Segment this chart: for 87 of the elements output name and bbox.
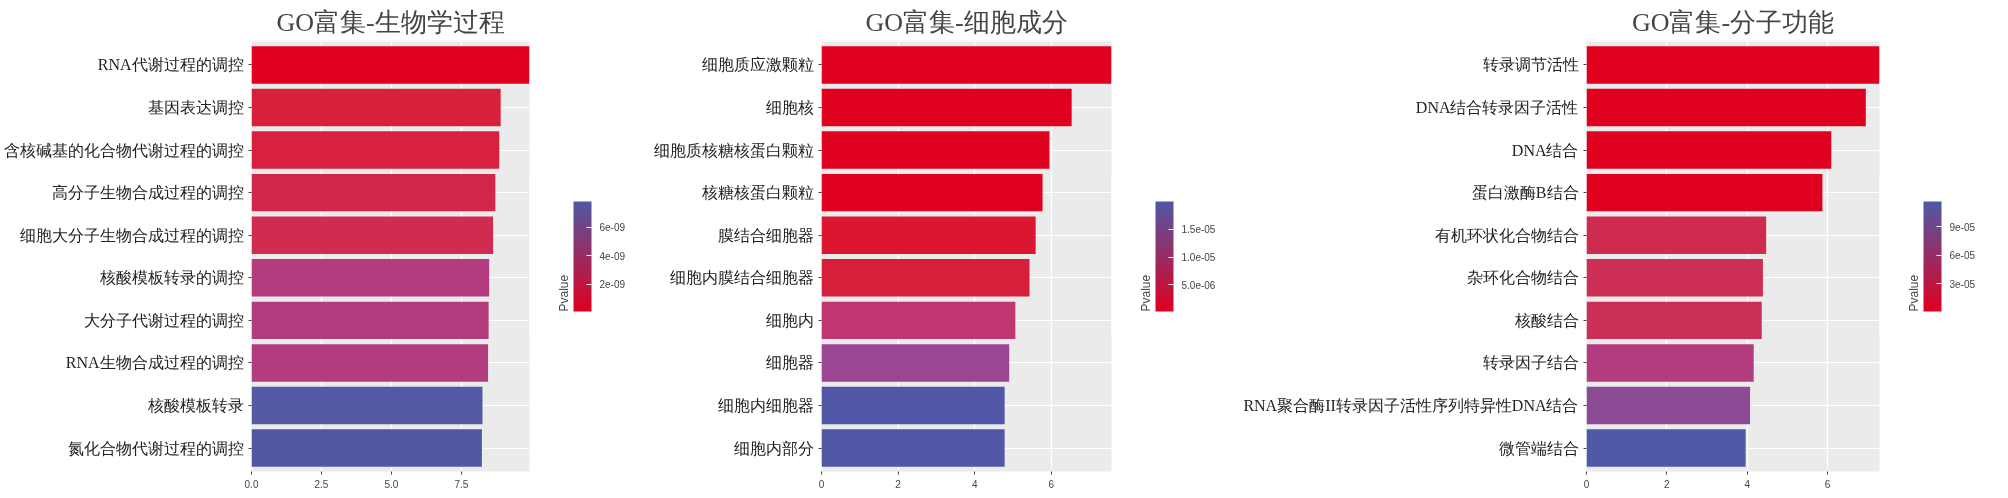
bar xyxy=(821,88,1072,127)
color-bar-label: 6e-09 xyxy=(599,222,626,234)
y-tick-label: RNA生物合成过程的调控 xyxy=(65,354,244,372)
bar xyxy=(821,301,1016,340)
y-tick-label: 蛋白激酶B结合 xyxy=(1471,184,1579,202)
chart-title: GO富集-生物学过程 xyxy=(276,7,505,37)
y-tick-label: 高分子生物合成过程的调控 xyxy=(51,184,244,202)
bar xyxy=(821,173,1043,212)
bar xyxy=(251,216,494,254)
y-tick-label: 转录因子结合 xyxy=(1482,354,1579,372)
y-tick-label: 基因表达调控 xyxy=(147,98,244,116)
chart-title: GO富集-细胞成分 xyxy=(865,7,1068,37)
bar xyxy=(251,46,530,84)
x-tick-label: 6 xyxy=(1048,478,1055,490)
color-bar-label: 1.5e-05 xyxy=(1181,224,1216,236)
bar xyxy=(251,301,489,340)
color-bar-title: Pvalue xyxy=(556,274,571,312)
bar xyxy=(1586,173,1823,212)
color-bar-label: 6e-05 xyxy=(1949,250,1976,262)
color-bar-label: 5.0e-06 xyxy=(1181,279,1216,291)
bar xyxy=(821,344,1010,382)
bar xyxy=(1586,216,1767,254)
y-tick-label: 细胞内膜结合细胞器 xyxy=(669,269,814,287)
color-bar-title: Pvalue xyxy=(1138,274,1153,312)
bar xyxy=(1586,259,1763,297)
bar xyxy=(251,386,483,425)
bar xyxy=(251,131,500,169)
bar xyxy=(821,386,1005,425)
y-tick-label: 核酸模板转录 xyxy=(146,397,244,415)
bar xyxy=(821,46,1112,84)
x-tick-label: 6 xyxy=(1824,478,1831,490)
x-tick-label: 0.0 xyxy=(244,478,259,490)
bar xyxy=(821,259,1030,297)
bar xyxy=(821,216,1036,254)
y-tick-label: 核糖核蛋白颗粒 xyxy=(700,184,814,202)
y-tick-label: 细胞内细胞器 xyxy=(717,397,814,415)
bar xyxy=(1586,301,1762,340)
bar xyxy=(1586,429,1746,467)
bar xyxy=(251,88,501,127)
bar xyxy=(1586,386,1751,425)
y-tick-label: 核酸结合 xyxy=(1513,311,1579,329)
y-tick-label: 细胞核 xyxy=(765,98,814,116)
x-tick-label: 4 xyxy=(1744,478,1751,490)
color-bar-label: 1.0e-05 xyxy=(1181,252,1216,264)
y-tick-label: 细胞质应激颗粒 xyxy=(701,56,814,74)
x-tick-label: 0 xyxy=(1583,478,1590,490)
y-tick-label: 大分子代谢过程的调控 xyxy=(83,311,244,329)
bar xyxy=(251,259,490,297)
y-tick-label: RNA聚合酶II转录因子活性序列特异性DNA结合 xyxy=(1243,397,1579,415)
y-tick-label: 微管端结合 xyxy=(1498,439,1579,457)
color-bar-label: 4e-09 xyxy=(599,250,626,262)
y-tick-label: 转录调节活性 xyxy=(1482,56,1579,74)
y-tick-label: 杂环化合物结合 xyxy=(1466,269,1579,287)
y-tick-label: 细胞内 xyxy=(765,311,814,329)
bar xyxy=(1586,46,1880,84)
x-tick-label: 0 xyxy=(818,478,825,490)
y-tick-label: RNA代谢过程的调控 xyxy=(97,56,244,74)
bar xyxy=(1586,344,1754,382)
color-bar-label: 9e-05 xyxy=(1949,221,1976,233)
bar xyxy=(821,429,1005,467)
x-tick-label: 2 xyxy=(895,478,902,490)
y-tick-label: DNA结合转录因子活性 xyxy=(1415,98,1579,116)
y-tick-label: 细胞器 xyxy=(765,354,814,372)
x-tick-label: 5.0 xyxy=(384,478,399,490)
y-tick-label: 有机环状化合物结合 xyxy=(1434,226,1579,244)
y-tick-label: DNA结合 xyxy=(1511,141,1579,159)
bar xyxy=(821,131,1050,169)
bar xyxy=(1586,131,1832,169)
x-tick-label: 2 xyxy=(1664,478,1671,490)
x-tick-label: 2.5 xyxy=(314,478,329,490)
color-bar-label: 2e-09 xyxy=(599,279,626,291)
y-tick-label: 细胞大分子生物合成过程的调控 xyxy=(19,226,244,244)
color-bar-title: Pvalue xyxy=(1906,274,1921,312)
chart-title: GO富集-分子功能 xyxy=(1631,7,1835,37)
bar xyxy=(251,173,496,212)
color-bar-label: 3e-05 xyxy=(1949,278,1976,290)
y-tick-label: 核酸模板转录的调控 xyxy=(98,269,244,287)
y-tick-label: 细胞质核糖核蛋白颗粒 xyxy=(653,141,814,159)
y-tick-label: 细胞内部分 xyxy=(733,439,814,457)
y-tick-label: 含核碱基的化合物代谢过程的调控 xyxy=(3,141,244,159)
y-tick-label: 膜结合细胞器 xyxy=(717,226,814,244)
bar xyxy=(251,429,482,467)
x-tick-label: 7.5 xyxy=(454,478,469,490)
bar xyxy=(1586,88,1866,127)
x-tick-label: 4 xyxy=(971,478,978,490)
bar xyxy=(251,344,489,382)
y-tick-label: 氮化合物代谢过程的调控 xyxy=(67,439,244,457)
